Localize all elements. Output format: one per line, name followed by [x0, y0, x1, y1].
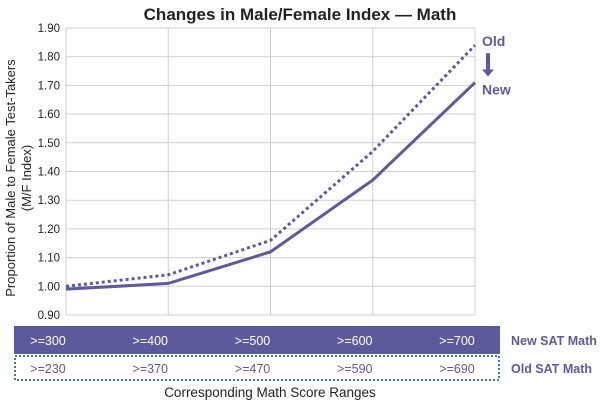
grid [65, 27, 476, 316]
y-tick-label: 1.60 [38, 109, 60, 121]
y-tick-label: 1.90 [38, 23, 60, 35]
series-label-new: New [482, 82, 511, 98]
series-line-old [65, 44, 477, 288]
chart-title: Changes in Male/Female Index — Math [144, 5, 457, 24]
y-tick-label: 1.70 [38, 80, 60, 92]
old-sat-range-label: >=370 [133, 362, 169, 376]
new-sat-band [14, 326, 500, 354]
old-sat-range-label: >=590 [337, 362, 373, 376]
y-axis-label-line1: Proportion of Male to Female Test-Takers [3, 59, 18, 297]
y-tick-label: 1.80 [38, 52, 60, 64]
series-label-old: Old [482, 33, 505, 49]
old-sat-math-label: Old SAT Math [511, 362, 592, 376]
old-sat-range-label: >=690 [439, 362, 475, 376]
old-sat-range-label: >=230 [30, 362, 66, 376]
new-sat-range-label: >=300 [30, 334, 66, 348]
new-sat-math-label: New SAT Math [511, 334, 597, 348]
y-tick-label: 1.30 [38, 195, 60, 207]
arrow-head-icon [482, 69, 494, 77]
new-sat-range-label: >=600 [337, 334, 373, 348]
x-axis-label: Corresponding Math Score Ranges [164, 385, 376, 400]
new-sat-range-label: >=500 [235, 334, 271, 348]
new-sat-range-label: >=400 [133, 334, 169, 348]
y-tick-label: 1.40 [38, 167, 60, 179]
y-tick-label: 1.20 [38, 224, 60, 236]
series-line-new [65, 81, 477, 291]
y-tick-label: 1.50 [38, 138, 60, 150]
annotations: Old New [482, 33, 511, 98]
y-tick-label: 0.90 [38, 310, 60, 322]
new-sat-range-label: >=700 [439, 334, 475, 348]
old-sat-range-label: >=470 [235, 362, 271, 376]
y-tick-label: 1.00 [38, 281, 60, 293]
old-sat-band [14, 355, 500, 381]
y-tick-label: 1.10 [38, 253, 60, 265]
score-range-bands: New SAT Math Old SAT Math >=300 >=400 >=50… [14, 326, 597, 381]
y-ticks: 1.90 1.80 1.70 1.60 1.50 1.40 1.30 1.20 1.10 1.00… [38, 23, 60, 322]
y-axis-label-line2: (M/F Index) [19, 145, 34, 211]
series [65, 44, 477, 291]
